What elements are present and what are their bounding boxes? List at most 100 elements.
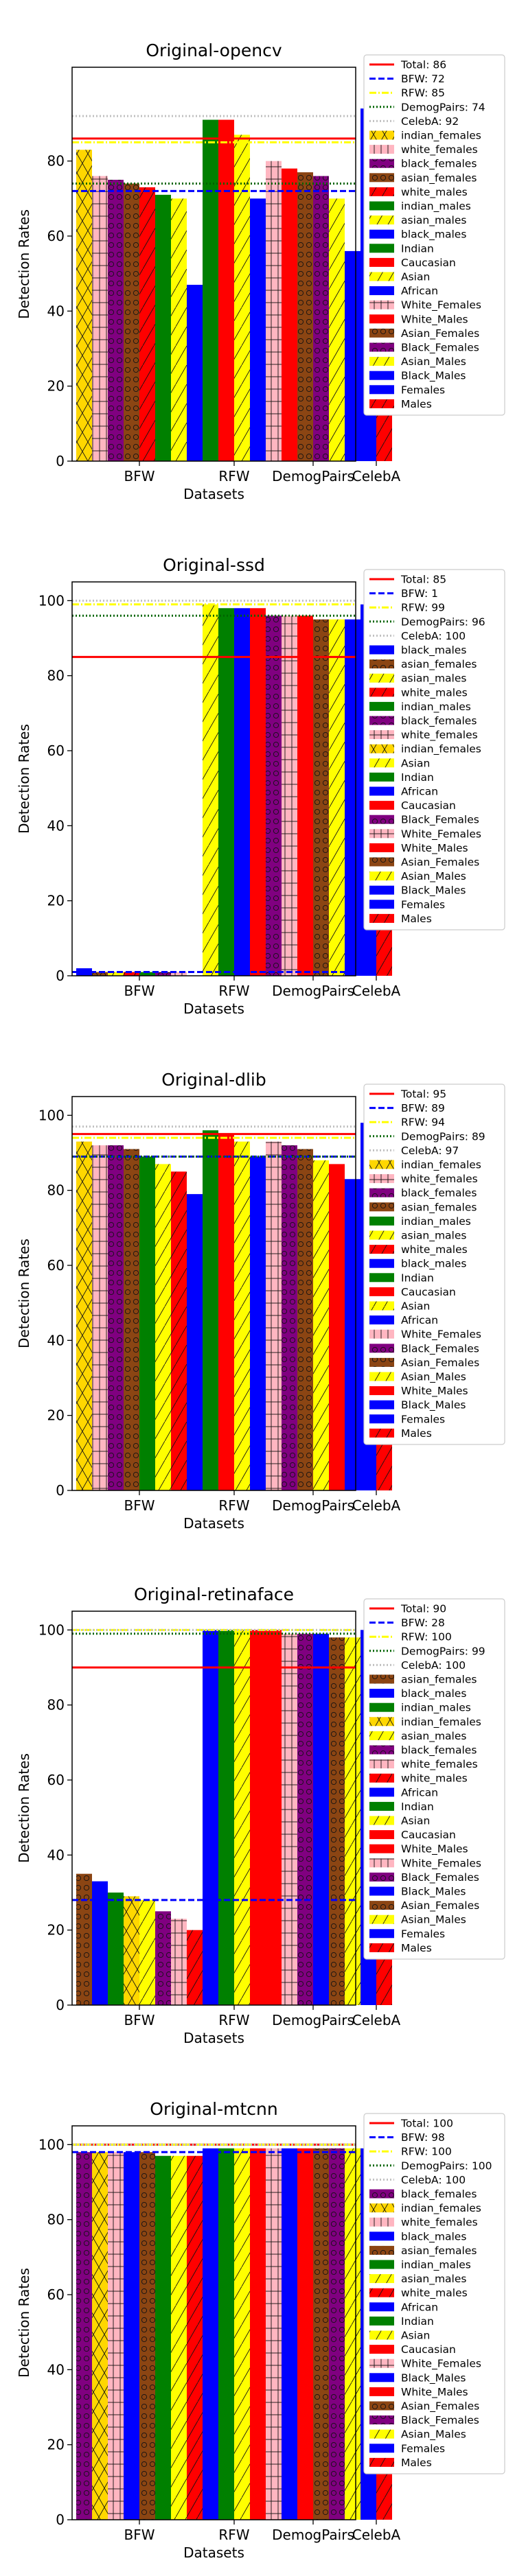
legend-item-females: Females [401, 2442, 445, 2455]
x-tick-label-demogpairs: DemogPairs [272, 2527, 354, 2543]
y-tick-label: 80 [47, 1182, 65, 1199]
legend-swatch-patch [369, 1287, 394, 1296]
legend-swatch-patch [369, 1174, 394, 1184]
y-tick-label: 20 [47, 2437, 65, 2453]
legend-item-total-86: Total: 86 [400, 59, 446, 71]
x-axis-label: Datasets [183, 2030, 244, 2046]
legend-swatch-patch [369, 2345, 394, 2354]
legend-item-asian-females: asian_females [401, 2245, 477, 2258]
legend-swatch-patch [369, 2288, 394, 2297]
bar-demogpairs-asian-males [329, 619, 345, 976]
legend-item-white-females: White_Females [401, 1328, 481, 1342]
y-tick-label: 80 [47, 668, 65, 684]
legend-item-african: African [401, 2301, 438, 2313]
bar-bfw-white-males [187, 1930, 203, 2005]
legend-item-black-females: black_females [401, 158, 477, 171]
legend-item-demogpairs-96: DemogPairs: 96 [401, 616, 485, 628]
legend-item-demogpairs-74: DemogPairs: 74 [401, 101, 485, 113]
legend-item-asian-females: asian_females [401, 172, 477, 185]
y-tick-label: 80 [47, 1697, 65, 1713]
bar-bfw-asian-females [92, 972, 108, 976]
bar-rfw-asian [234, 134, 250, 461]
bar-bfw-asian-females [76, 1873, 92, 2005]
legend-item-celeba-97: CelebA: 97 [401, 1145, 459, 1157]
legend-item-caucasian: Caucasian [401, 1829, 456, 1841]
legend-swatch-patch [369, 701, 394, 711]
legend-item-demogpairs-100: DemogPairs: 100 [401, 2159, 492, 2172]
x-axis-label: Datasets [183, 1515, 244, 1532]
y-tick-label: 20 [47, 893, 65, 909]
bar-demogpairs-asian-males [313, 1160, 329, 1490]
legend-swatch-patch [369, 1315, 394, 1325]
y-tick-label: 80 [47, 153, 65, 169]
y-tick-label: 20 [47, 1407, 65, 1424]
legend-item-asian-males: Asian_Males [401, 1914, 466, 1927]
bar-demogpairs-white-females [266, 1141, 282, 1490]
y-tick-label: 100 [38, 1107, 65, 1123]
y-tick-label: 40 [47, 1847, 65, 1863]
legend-swatch-patch [369, 399, 394, 408]
bar-rfw-indian [218, 1630, 234, 2005]
legend-item-indian-females: indian_females [401, 1159, 481, 1172]
legend-swatch-patch [369, 1689, 394, 1698]
legend-swatch-patch [369, 815, 394, 824]
legend-item-african: African [401, 285, 438, 297]
legend-swatch-patch [369, 2232, 394, 2241]
legend-item-african: African [401, 786, 438, 798]
x-tick-label-demogpairs: DemogPairs [272, 1497, 354, 1514]
legend-box [363, 1084, 505, 1445]
legend-swatch-patch [369, 1245, 394, 1254]
legend-swatch-patch [369, 885, 394, 895]
legend-swatch-patch [369, 2274, 394, 2284]
bar-demogpairs-white-females [266, 2148, 282, 2520]
legend-swatch-patch [369, 145, 394, 154]
legend-item-indian: Indian [401, 1801, 434, 1813]
x-tick-label-rfw: RFW [218, 983, 249, 999]
bar-rfw-caucasian [218, 1134, 234, 1490]
legend-item-males: Males [401, 398, 432, 410]
bar-demogpairs-black-females [282, 1145, 297, 1490]
legend-item-asian: Asian [401, 1300, 430, 1313]
bar-bfw-asian-females [124, 183, 139, 461]
legend-swatch-patch [369, 2245, 394, 2255]
legend-item-females: Females [401, 1928, 445, 1940]
bar-demogpairs-asian-females [297, 1149, 313, 1490]
legend-item-white-females: White_Females [401, 828, 481, 841]
legend-swatch-patch [369, 786, 394, 796]
legend-item-african: African [401, 1314, 438, 1326]
legend-item-asian-females: Asian_Females [401, 1899, 479, 1912]
legend-item-rfw-100: RFW: 100 [401, 1631, 452, 1643]
y-tick-label: 60 [47, 1772, 65, 1788]
y-tick-label: 100 [38, 592, 65, 609]
legend-swatch-patch [369, 286, 394, 296]
legend-swatch-patch [369, 2429, 394, 2439]
bar-demogpairs-asian-females [297, 172, 313, 462]
bar-demogpairs-asian-males [345, 1637, 360, 2005]
bar-bfw-asian-males [171, 198, 187, 461]
bar-rfw-african [203, 2148, 218, 2520]
legend-swatch-patch [369, 1901, 394, 1910]
x-tick-label-celeba: CelebA [352, 2527, 401, 2543]
bar-bfw-black-females [108, 180, 124, 461]
plot-frame [71, 581, 356, 976]
legend-box [363, 1598, 505, 1960]
bar-bfw-black-females [76, 2152, 92, 2520]
legend-item-caucasian: Caucasian [401, 799, 456, 812]
bar-demogpairs-black-females [329, 2148, 345, 2520]
legend-item-white-females: white_females [401, 2216, 478, 2229]
legend-swatch-patch [369, 314, 394, 324]
legend-item-asian-males: asian_males [401, 672, 466, 686]
legend-swatch-patch [369, 2203, 394, 2213]
legend-item-males: Males [401, 1942, 432, 1954]
y-tick-label: 0 [56, 1997, 65, 2013]
bar-bfw-indian-males [155, 194, 171, 461]
chart-title: Original-mtcnn [150, 2099, 277, 2119]
legend-swatch-patch [369, 1344, 394, 1353]
legend-swatch-patch [369, 1788, 394, 1797]
legend-swatch-patch [369, 843, 394, 852]
legend-swatch-patch [369, 1202, 394, 1212]
bar-rfw-caucasian [250, 608, 266, 976]
bar-demogpairs-black-males [345, 619, 360, 976]
